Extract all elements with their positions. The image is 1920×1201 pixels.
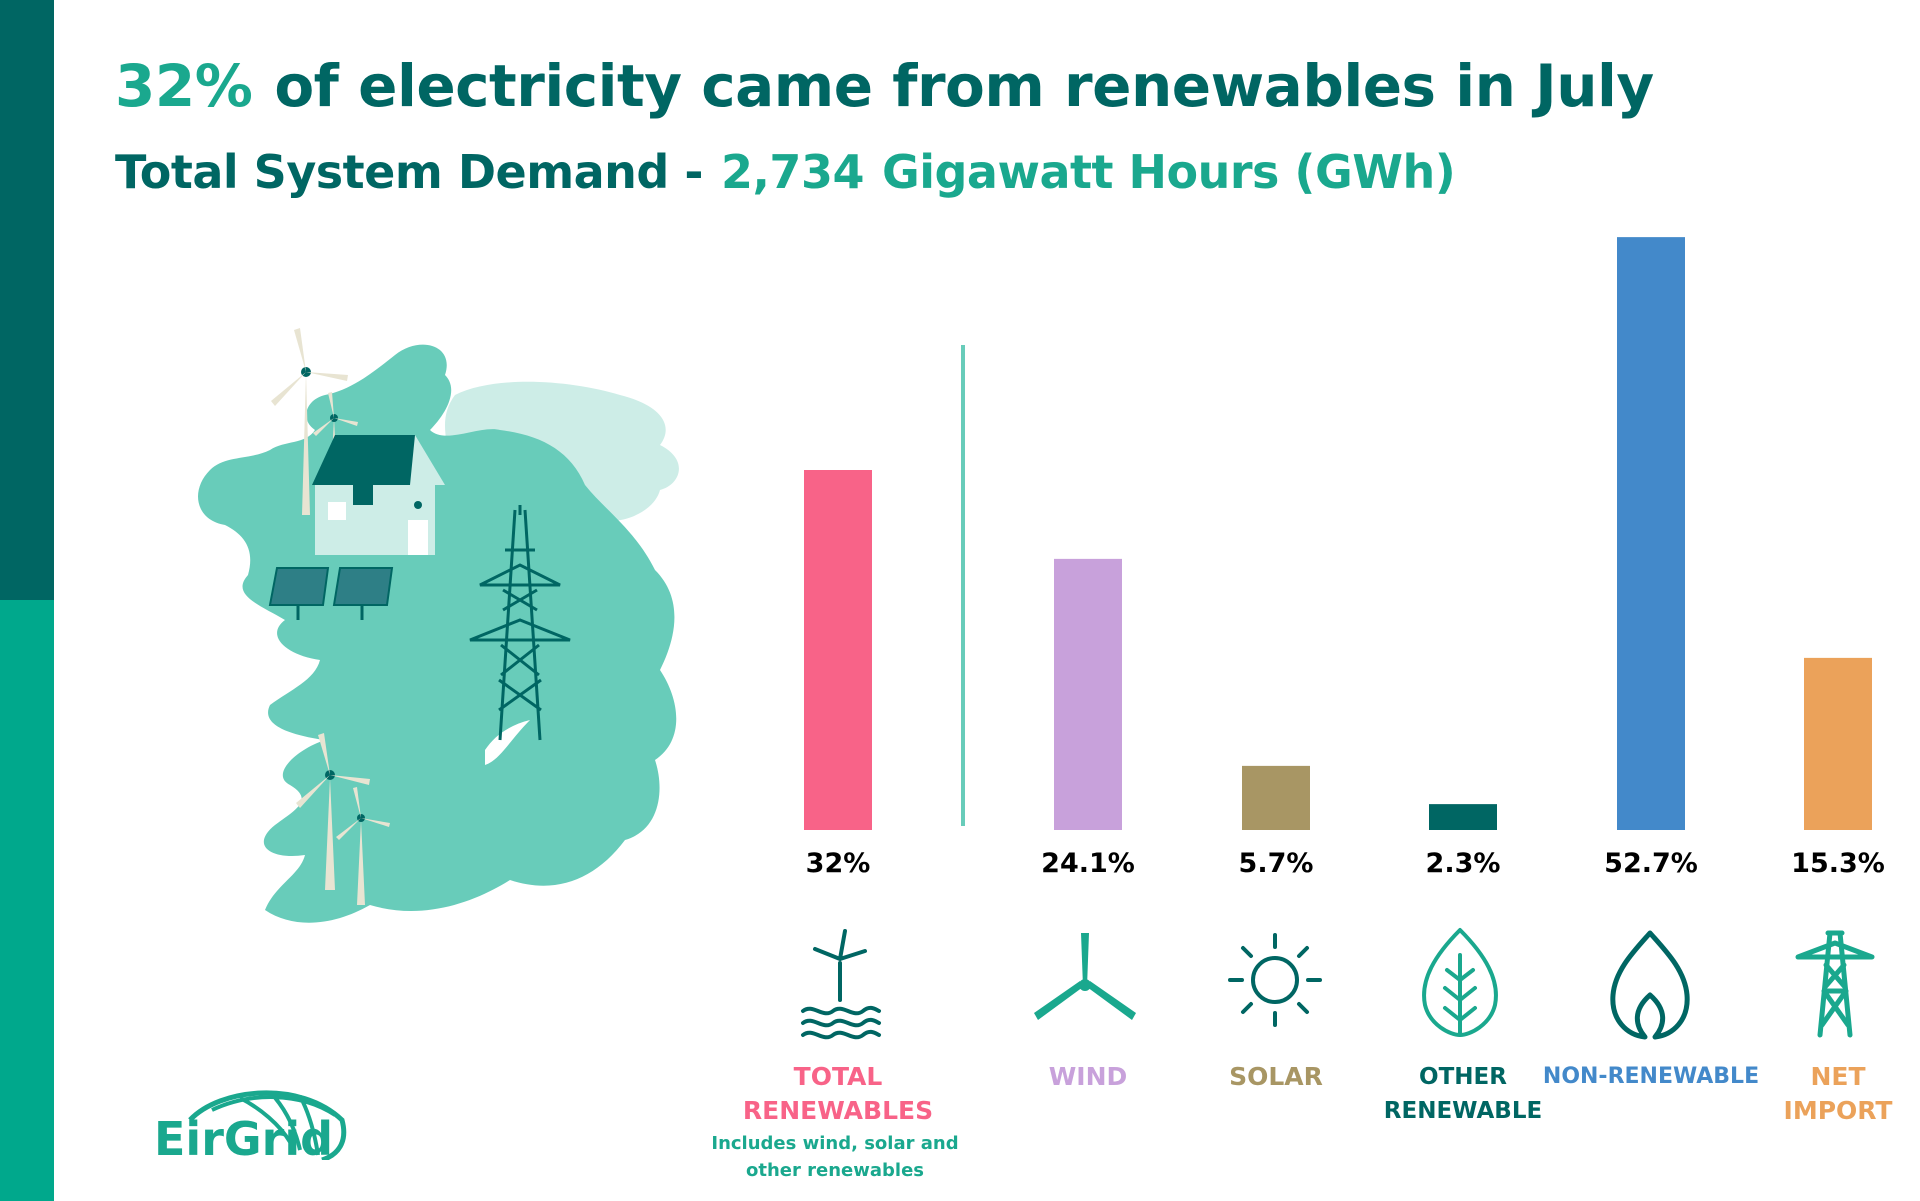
wind-rotor-icon xyxy=(1034,933,1136,1020)
leaf-icon xyxy=(1422,928,1498,1037)
value-label-net-import: 15.3% xyxy=(1791,848,1885,879)
bar-net-import xyxy=(1804,657,1872,830)
category-label-wind: WIND xyxy=(1048,1062,1128,1091)
headline: 32% of electricity came from renewables i… xyxy=(115,52,1654,120)
value-label-total-renewables: 32% xyxy=(805,848,871,879)
headline-text: of electricity came from renewables in J… xyxy=(274,52,1654,120)
eirgrid-logo-text: EirGrid xyxy=(154,1112,334,1166)
category-label-total-renewables: TOTAL RENEWABLES xyxy=(742,1062,934,1125)
lough-shape xyxy=(485,720,530,765)
subheadline-label: Total System Demand - xyxy=(115,145,703,199)
value-label-solar: 5.7% xyxy=(1238,848,1314,879)
wind-turbine-south-a-icon xyxy=(296,733,370,890)
side-band-top xyxy=(0,0,54,600)
wind-turbine-south-b-icon xyxy=(336,787,390,905)
category-label-non-renewable: NON-RENEWABLE xyxy=(1542,1064,1760,1089)
bar-total-renewables xyxy=(804,470,872,830)
wind-turbine-north-a-icon xyxy=(271,328,348,515)
flame-icon xyxy=(1610,930,1690,1040)
pylon-icon xyxy=(1795,930,1875,1038)
bar-solar xyxy=(1242,765,1310,830)
value-label-other-renewable: 2.3% xyxy=(1425,848,1501,879)
sun-icon xyxy=(1228,933,1322,1027)
subheadline-value: 2,734 xyxy=(720,145,865,199)
house-icon xyxy=(312,435,445,555)
value-label-non-renewable: 52.7% xyxy=(1604,848,1698,879)
eirgrid-logo-icon xyxy=(188,1090,347,1160)
headline-value: 32% xyxy=(115,52,253,120)
solar-panels-icon xyxy=(268,567,394,620)
offshore-wind-turbine-icon xyxy=(801,929,881,1040)
bar-other-renewable xyxy=(1429,804,1497,830)
bar-non-renewable xyxy=(1617,237,1685,830)
ireland-map-illustration xyxy=(198,328,679,923)
bar-chart xyxy=(804,237,1872,830)
category-label-other-renewable: OTHER RENEWABLE xyxy=(1383,1064,1543,1124)
subheadline-unit: Gigawatt Hours (GWh) xyxy=(881,145,1456,199)
side-band-bottom xyxy=(0,600,54,1201)
category-label-net-import: NET IMPORT xyxy=(1783,1062,1893,1125)
category-label-solar: SOLAR xyxy=(1229,1062,1323,1091)
subheadline: Total System Demand - 2,734 Gigawatt Hours… xyxy=(115,145,1456,199)
renewables-note: Includes wind, solar and other renewable… xyxy=(711,1133,959,1181)
pylon-illustration-icon xyxy=(469,505,571,741)
value-label-wind: 24.1% xyxy=(1041,848,1135,879)
bar-wind xyxy=(1054,558,1122,830)
